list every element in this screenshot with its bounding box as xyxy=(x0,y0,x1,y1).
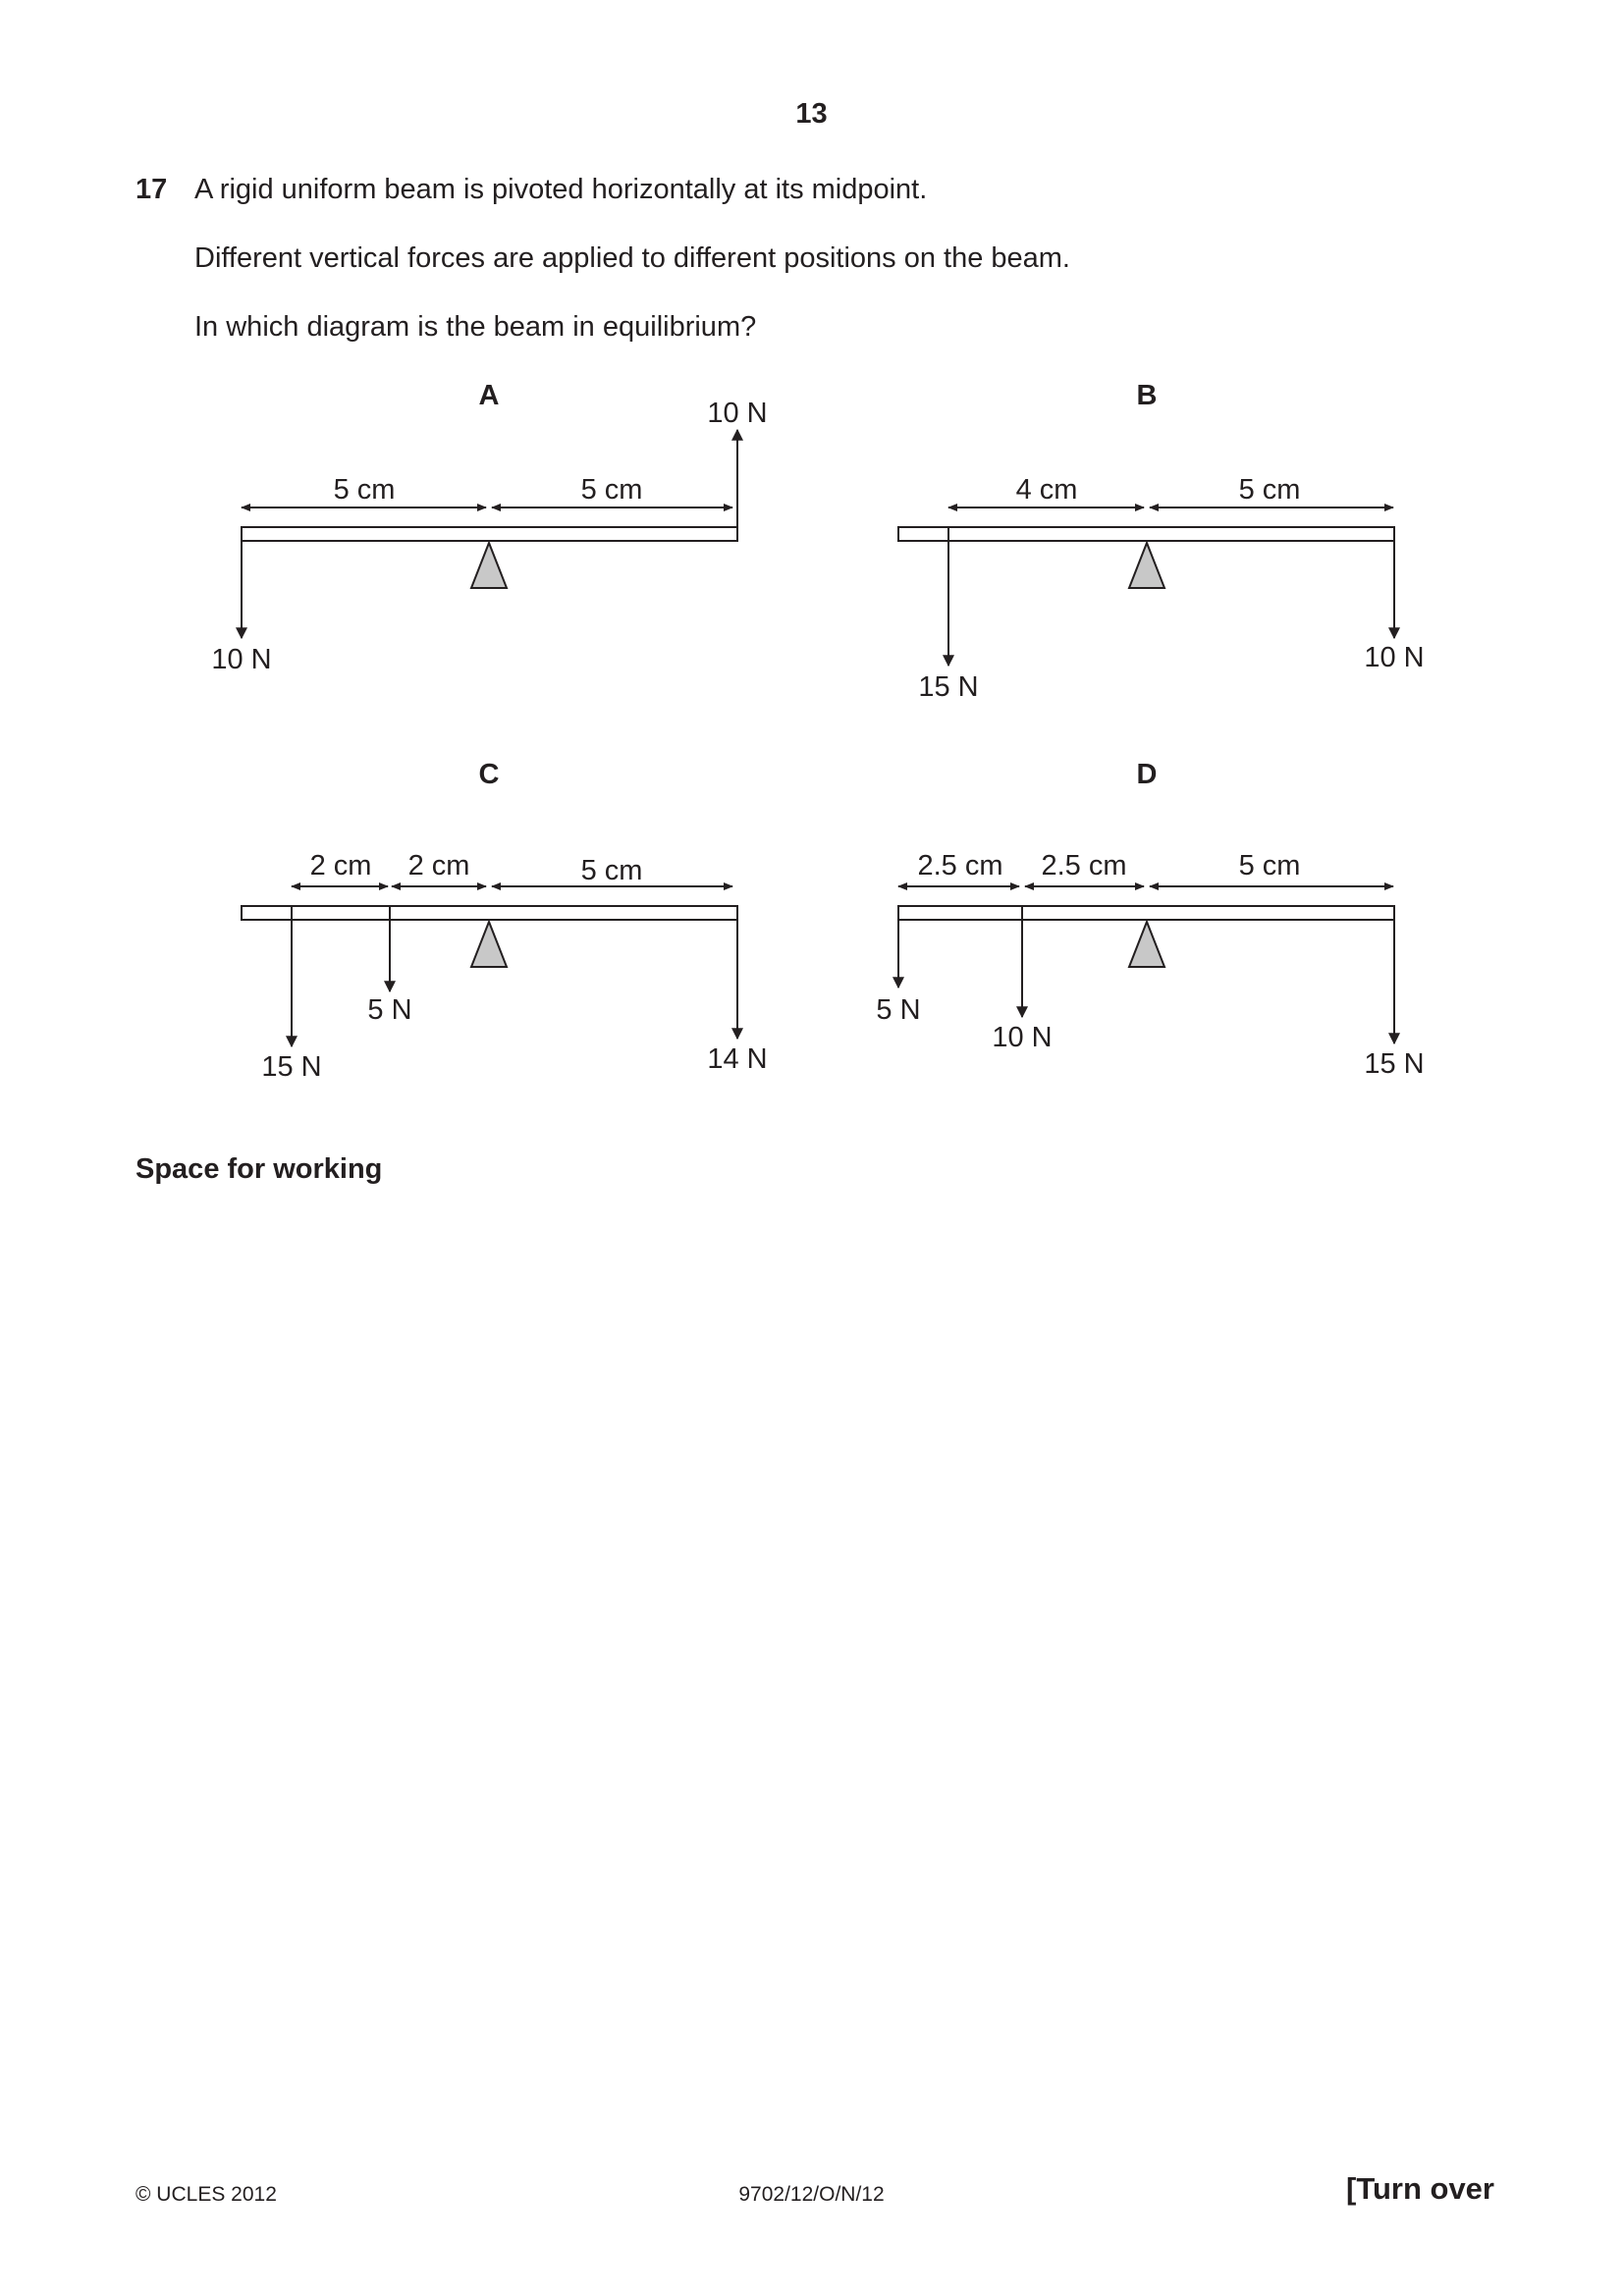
beam xyxy=(897,905,1395,921)
distance-label: 5 cm xyxy=(334,474,396,506)
paper-code: 9702/12/O/N/12 xyxy=(738,2183,885,2206)
diagram-a-label: A xyxy=(479,380,500,411)
force-label: 10 N xyxy=(707,398,767,429)
force-label: 5 N xyxy=(367,994,411,1026)
force-label: 10 N xyxy=(211,644,271,675)
beam xyxy=(241,526,738,542)
distance-label: 2.5 cm xyxy=(1041,850,1126,881)
distance-label: 5 cm xyxy=(1239,474,1301,506)
question-number: 17 xyxy=(135,174,168,205)
force-label: 14 N xyxy=(707,1043,767,1075)
diagram-c: C 2 cm 2 cm 5 cm 15 N 5 N 14 N xyxy=(241,759,768,1083)
question-line-2: Different vertical forces are applied to… xyxy=(194,242,1070,274)
distance-label: 4 cm xyxy=(1016,474,1078,506)
force-label: 5 N xyxy=(876,994,920,1026)
turn-over: [Turn over xyxy=(1346,2171,1494,2206)
pivot xyxy=(469,540,509,589)
diagram-b: B 4 cm 5 cm 15 N 10 N xyxy=(897,380,1425,703)
force-label: 15 N xyxy=(261,1051,321,1083)
force-label: 10 N xyxy=(1364,642,1424,673)
page-number: 13 xyxy=(795,98,828,130)
distance-label: 5 cm xyxy=(1239,850,1301,881)
distance-label: 2 cm xyxy=(310,850,372,881)
diagram-c-label: C xyxy=(479,759,500,790)
distance-label: 5 cm xyxy=(581,855,643,886)
copyright: © UCLES 2012 xyxy=(135,2183,277,2206)
force-label: 15 N xyxy=(1364,1048,1424,1080)
pivot xyxy=(1127,540,1166,589)
diagram-d: D 2.5 cm 2.5 cm 5 cm 5 N 10 N 15 N xyxy=(876,759,1424,1080)
distance-label: 2.5 cm xyxy=(917,850,1002,881)
distance-label: 2 cm xyxy=(408,850,470,881)
question-line-3: In which diagram is the beam in equilibr… xyxy=(194,311,757,343)
question-line-1: A rigid uniform beam is pivoted horizont… xyxy=(194,174,928,205)
beam-diagrams: A 5 cm 5 cm 10 N 10 N B 4 cm 5 cm 15 N 1… xyxy=(211,380,1425,1083)
diagram-d-label: D xyxy=(1137,759,1158,790)
diagram-a: A 5 cm 5 cm 10 N 10 N xyxy=(211,380,767,675)
beam xyxy=(241,905,738,921)
diagram-b-label: B xyxy=(1137,380,1158,411)
force-label: 10 N xyxy=(992,1022,1052,1053)
force-label: 15 N xyxy=(918,671,978,703)
distance-label: 5 cm xyxy=(581,474,643,506)
beam xyxy=(897,526,1395,542)
space-for-working-label: Space for working xyxy=(135,1153,383,1185)
pivot xyxy=(1127,919,1166,968)
pivot xyxy=(469,919,509,968)
